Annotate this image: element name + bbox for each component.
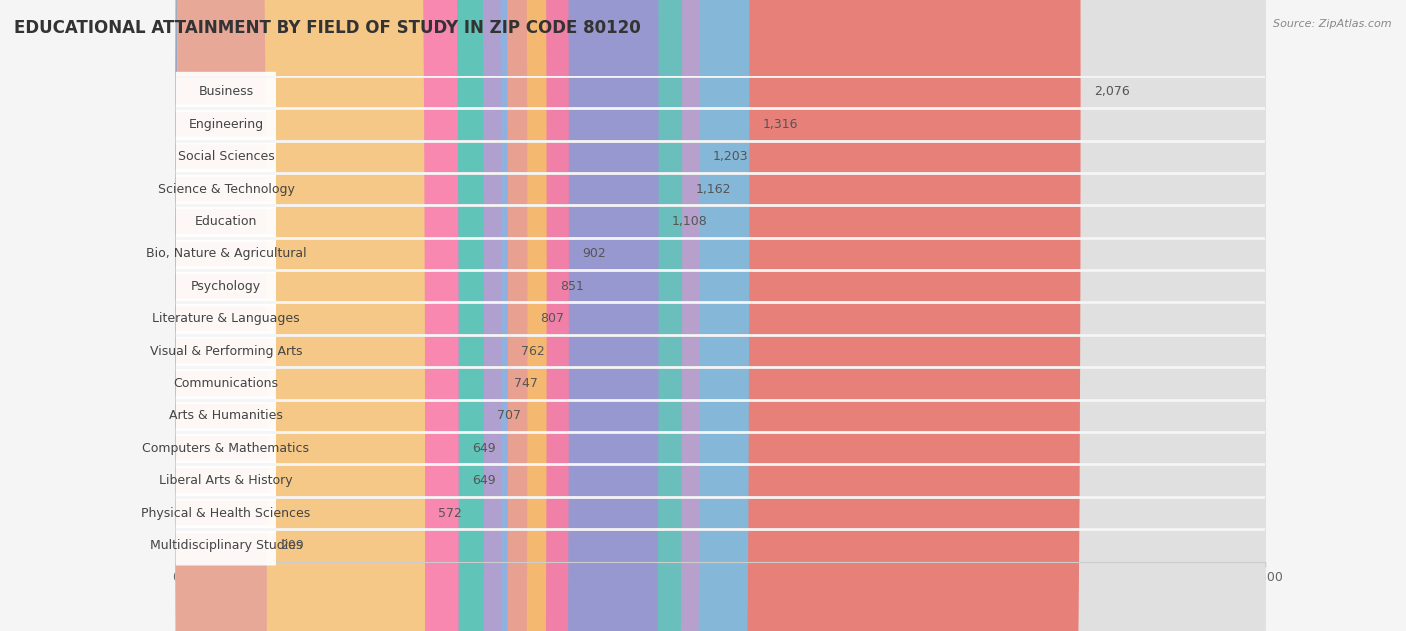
FancyBboxPatch shape: [176, 0, 700, 631]
FancyBboxPatch shape: [176, 0, 1081, 631]
FancyBboxPatch shape: [176, 0, 502, 631]
Text: 851: 851: [560, 280, 583, 293]
FancyBboxPatch shape: [176, 72, 276, 112]
Text: Literature & Languages: Literature & Languages: [152, 312, 299, 325]
FancyBboxPatch shape: [176, 0, 682, 631]
FancyBboxPatch shape: [176, 0, 547, 631]
FancyBboxPatch shape: [176, 0, 1265, 631]
Text: Bio, Nature & Agricultural: Bio, Nature & Agricultural: [146, 247, 307, 261]
Text: Arts & Humanities: Arts & Humanities: [169, 410, 283, 422]
Text: Multidisciplinary Studies: Multidisciplinary Studies: [149, 539, 302, 552]
Text: 1,316: 1,316: [762, 118, 799, 131]
Text: 649: 649: [471, 442, 495, 455]
Text: EDUCATIONAL ATTAINMENT BY FIELD OF STUDY IN ZIP CODE 80120: EDUCATIONAL ATTAINMENT BY FIELD OF STUDY…: [14, 19, 641, 37]
FancyBboxPatch shape: [176, 363, 276, 403]
FancyBboxPatch shape: [176, 0, 1265, 631]
FancyBboxPatch shape: [176, 428, 276, 468]
FancyBboxPatch shape: [176, 396, 276, 436]
FancyBboxPatch shape: [176, 0, 458, 631]
Text: 209: 209: [280, 539, 304, 552]
Text: 1,203: 1,203: [713, 150, 749, 163]
Text: Communications: Communications: [173, 377, 278, 390]
FancyBboxPatch shape: [176, 0, 1265, 631]
FancyBboxPatch shape: [176, 0, 1265, 631]
FancyBboxPatch shape: [176, 0, 508, 631]
Text: Source: ZipAtlas.com: Source: ZipAtlas.com: [1274, 19, 1392, 29]
Text: 902: 902: [582, 247, 606, 261]
FancyBboxPatch shape: [176, 0, 1265, 631]
FancyBboxPatch shape: [176, 0, 1265, 631]
FancyBboxPatch shape: [176, 0, 1265, 631]
Text: 649: 649: [471, 474, 495, 487]
FancyBboxPatch shape: [176, 201, 276, 242]
FancyBboxPatch shape: [176, 0, 267, 631]
Text: 1,108: 1,108: [672, 215, 707, 228]
FancyBboxPatch shape: [176, 0, 1265, 631]
Text: 807: 807: [540, 312, 565, 325]
Text: Social Sciences: Social Sciences: [177, 150, 274, 163]
Text: 1,162: 1,162: [696, 182, 731, 196]
FancyBboxPatch shape: [176, 104, 276, 144]
FancyBboxPatch shape: [176, 234, 276, 274]
Text: Visual & Performing Arts: Visual & Performing Arts: [149, 345, 302, 358]
Text: 707: 707: [496, 410, 522, 422]
Text: Engineering: Engineering: [188, 118, 263, 131]
FancyBboxPatch shape: [176, 0, 527, 631]
Text: Computers & Mathematics: Computers & Mathematics: [142, 442, 309, 455]
FancyBboxPatch shape: [176, 0, 1265, 631]
Text: 572: 572: [439, 507, 463, 519]
FancyBboxPatch shape: [176, 298, 276, 339]
FancyBboxPatch shape: [176, 331, 276, 371]
FancyBboxPatch shape: [176, 0, 425, 631]
FancyBboxPatch shape: [176, 0, 749, 631]
FancyBboxPatch shape: [176, 461, 276, 500]
Text: Science & Technology: Science & Technology: [157, 182, 294, 196]
Text: Liberal Arts & History: Liberal Arts & History: [159, 474, 292, 487]
Text: Physical & Health Sciences: Physical & Health Sciences: [142, 507, 311, 519]
Text: 2,076: 2,076: [1094, 85, 1129, 98]
Text: Psychology: Psychology: [191, 280, 262, 293]
Text: Education: Education: [195, 215, 257, 228]
FancyBboxPatch shape: [176, 266, 276, 306]
FancyBboxPatch shape: [176, 493, 276, 533]
FancyBboxPatch shape: [176, 0, 1265, 631]
FancyBboxPatch shape: [176, 0, 458, 631]
FancyBboxPatch shape: [176, 169, 276, 209]
Text: Business: Business: [198, 85, 253, 98]
FancyBboxPatch shape: [176, 0, 1265, 631]
FancyBboxPatch shape: [176, 0, 1265, 631]
FancyBboxPatch shape: [176, 0, 1265, 631]
Text: 762: 762: [522, 345, 544, 358]
FancyBboxPatch shape: [176, 0, 569, 631]
FancyBboxPatch shape: [176, 526, 276, 565]
FancyBboxPatch shape: [176, 0, 658, 631]
FancyBboxPatch shape: [176, 0, 1265, 631]
FancyBboxPatch shape: [176, 0, 1265, 631]
Text: 747: 747: [515, 377, 538, 390]
FancyBboxPatch shape: [176, 137, 276, 177]
FancyBboxPatch shape: [176, 0, 484, 631]
